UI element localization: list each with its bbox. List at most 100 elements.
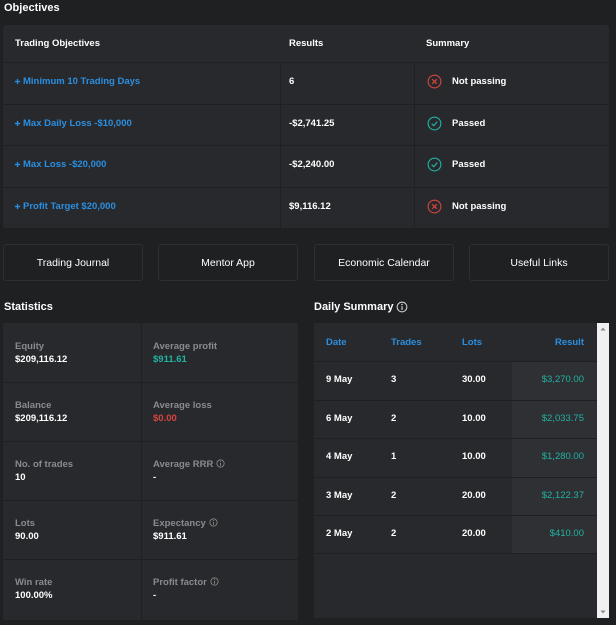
table-header: Trades	[391, 337, 422, 348]
objective-link[interactable]: Minimum 10 Trading Days	[23, 76, 141, 87]
objectives-panel	[3, 25, 609, 228]
cell-divider	[280, 186, 281, 228]
failed-icon	[427, 74, 442, 89]
passed-icon-part	[431, 162, 438, 168]
nav-button[interactable]: Economic Calendar	[314, 244, 454, 281]
passed-icon-part	[427, 157, 442, 172]
stat-value: -	[153, 472, 157, 483]
objective-link[interactable]: Max Loss -$20,000	[23, 159, 107, 170]
nav-button[interactable]: Mentor App	[158, 244, 298, 281]
stat-value: 100.00%	[15, 590, 53, 601]
cell-divider	[141, 323, 142, 620]
cell-divider	[280, 103, 281, 145]
cell: 3 May	[326, 489, 353, 501]
info-icon-part	[216, 459, 225, 468]
nav-button[interactable]: Useful Links	[469, 244, 609, 281]
expand-icon	[14, 161, 21, 168]
cell: 2 May	[326, 528, 353, 539]
stat-label: No. of trades	[15, 459, 74, 470]
info-icon-part	[401, 303, 403, 306]
row-divider	[3, 103, 609, 105]
cell: 2	[391, 412, 397, 424]
result: $9,116.12	[289, 200, 331, 212]
info-icon-part	[396, 301, 408, 313]
cell-divider	[414, 186, 415, 228]
objective-link[interactable]: Profit Target $20,000	[23, 200, 116, 212]
row-divider	[3, 62, 609, 63]
stat-value: 90.00	[15, 531, 39, 542]
cell: 4 May	[326, 451, 353, 462]
stat-label: Win rate	[15, 577, 53, 588]
table-header: Lots	[462, 337, 483, 348]
stat-value: $911.61	[153, 354, 187, 365]
info-icon-part	[209, 518, 218, 527]
row-divider	[314, 438, 597, 439]
stat-label: Lots	[15, 518, 36, 529]
passed-icon-part	[427, 116, 442, 130]
result: $1,280.00	[541, 451, 584, 462]
expand-icon	[14, 78, 21, 85]
row-divider	[3, 500, 298, 501]
failed-icon-part	[427, 199, 442, 213]
row-divider	[3, 559, 298, 560]
summary: Not passing	[452, 200, 507, 212]
scroll-down	[600, 610, 606, 614]
result-column	[512, 361, 597, 553]
stat-value: 10	[15, 472, 26, 483]
cell: 3	[391, 374, 397, 385]
objective-link[interactable]: Max Daily Loss -$10,000	[23, 117, 132, 129]
cell-divider	[414, 145, 415, 186]
stat-label: Average loss	[153, 400, 212, 411]
info-icon	[396, 301, 408, 313]
stat-label: Equity	[15, 341, 45, 352]
summary: Passed	[452, 117, 486, 129]
table-header: Results	[289, 38, 324, 49]
info-icon	[209, 518, 218, 527]
result: $3,270.00	[541, 374, 584, 385]
stat-label: Profit factor	[153, 577, 207, 588]
result: $2,033.75	[541, 412, 584, 424]
nav-button[interactable]: Trading Journal	[3, 244, 143, 281]
result: $410.00	[549, 528, 584, 539]
cell-divider	[280, 62, 281, 103]
row-divider	[3, 441, 298, 442]
info-icon	[216, 459, 225, 468]
scroll-down-part	[600, 610, 606, 614]
cell-divider	[414, 62, 415, 103]
row-divider	[314, 553, 597, 554]
passed-icon-part	[431, 120, 438, 127]
table-header: Date	[326, 337, 347, 348]
cell: 30.00	[462, 374, 486, 385]
scrollbar	[597, 323, 609, 618]
stat-value: $209,116.12	[15, 354, 68, 365]
info-icon-part	[219, 461, 222, 463]
statistics-panel	[3, 323, 298, 620]
cell: 10.00	[462, 451, 486, 462]
section-title: Statistics	[4, 301, 53, 313]
cell-divider	[414, 103, 415, 145]
row-divider	[314, 515, 597, 516]
row-divider	[3, 186, 609, 188]
result: -$2,741.25	[289, 117, 335, 129]
info-icon	[210, 577, 219, 586]
cell: 6 May	[326, 412, 353, 424]
section-title: Daily Summary	[314, 301, 394, 313]
stat-value: $209,116.12	[15, 413, 68, 424]
stat-value: -	[153, 590, 157, 601]
cell: 1	[391, 451, 397, 462]
scroll-up	[600, 327, 606, 331]
stat-label: Expectancy	[153, 518, 206, 529]
result: -$2,240.00	[289, 159, 335, 170]
cell: 10.00	[462, 412, 486, 424]
cell-divider	[280, 145, 281, 186]
passed-icon	[427, 157, 442, 172]
result: 6	[289, 76, 295, 87]
failed-icon-part	[427, 74, 442, 89]
failed-icon-part	[431, 203, 438, 209]
cell: 2	[391, 528, 397, 539]
stat-value: $0.00	[153, 413, 177, 424]
stat-value: $911.61	[153, 531, 187, 542]
table-header: Trading Objectives	[15, 38, 100, 49]
info-icon-part	[213, 579, 216, 581]
cell: 20.00	[462, 528, 486, 539]
